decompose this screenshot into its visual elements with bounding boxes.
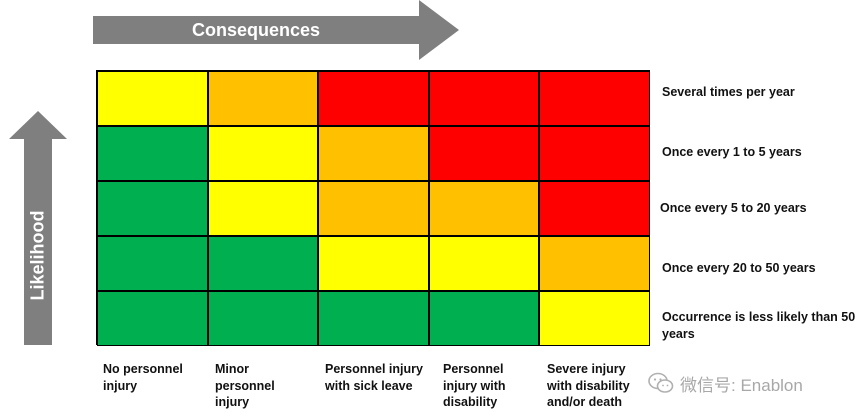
consequences-arrow [93,0,459,60]
risk-cell [429,181,539,236]
risk-cell [429,236,539,291]
risk-matrix [96,70,650,346]
risk-cell [318,291,429,346]
consequences-label: Consequences [191,19,321,40]
risk-cell [208,71,318,126]
risk-cell [429,291,539,346]
consequence-level-2: Minor personnel injury [215,362,275,409]
risk-cell [97,291,208,346]
risk-cell [539,181,650,236]
risk-cell [97,236,208,291]
consequence-level-3: Personnel injury with sick leave [325,362,423,393]
risk-cell [208,126,318,181]
risk-cell [97,126,208,181]
likelihood-label: Likelihood [27,210,48,300]
risk-cell [318,126,429,181]
likelihood-level-2: Once every 1 to 5 years [662,145,802,159]
consequence-level-5: Severe injury with disability and/or dea… [547,362,630,409]
risk-cell [539,236,650,291]
risk-cell [429,71,539,126]
watermark-text: 微信号: Enablon [680,375,803,395]
likelihood-level-1: Several times per year [662,85,795,99]
likelihood-level-3: Once every 5 to 20 years [660,201,807,215]
watermark: 微信号: Enablon [648,371,803,395]
likelihood-level-4: Once every 20 to 50 years [662,261,816,275]
risk-cell [208,236,318,291]
wechat-icon [648,372,674,393]
risk-cell [208,291,318,346]
risk-cell [429,126,539,181]
risk-cell [208,181,318,236]
risk-cell [539,291,650,346]
likelihood-level-5: Occurrence is less likely than 50 years [662,310,856,341]
risk-cell [318,181,429,236]
risk-cell [318,236,429,291]
likelihood-arrow [9,111,67,345]
risk-cell [97,181,208,236]
risk-cell [318,71,429,126]
consequence-level-4: Personnel injury with disability [443,362,506,409]
risk-cell [539,126,650,181]
risk-cell [97,71,208,126]
consequence-level-1: No personnel injury [103,362,183,393]
risk-cell [539,71,650,126]
